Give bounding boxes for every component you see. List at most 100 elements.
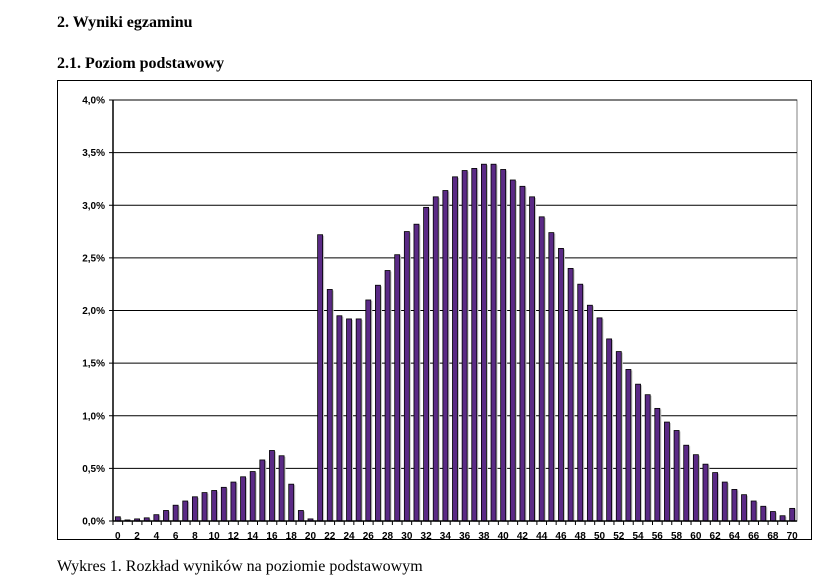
x-tick-label: 26 — [363, 531, 375, 540]
x-tick-label: 34 — [440, 531, 452, 540]
x-tick-label: 50 — [594, 531, 606, 540]
bar — [760, 505, 767, 522]
bar — [288, 483, 295, 522]
y-tick-label: 3,5% — [82, 148, 105, 159]
bar — [712, 472, 719, 522]
bar — [394, 254, 401, 522]
bar — [461, 170, 468, 522]
x-tick-label: 58 — [671, 531, 683, 540]
bar — [153, 514, 160, 522]
bar — [596, 317, 603, 522]
bar — [172, 504, 179, 522]
x-tick-label: 28 — [382, 531, 394, 540]
bar — [297, 510, 304, 522]
bar — [500, 169, 507, 522]
bar — [567, 267, 574, 522]
x-tick-label: 40 — [498, 531, 510, 540]
x-tick-label: 24 — [343, 531, 355, 540]
bar — [625, 369, 632, 522]
x-tick-label: 52 — [613, 531, 625, 540]
chart-caption: Wykres 1. Rozkład wyników na poziomie po… — [57, 558, 423, 575]
x-tick-label: 68 — [767, 531, 779, 540]
x-tick-label: 20 — [305, 531, 317, 540]
x-tick-label: 6 — [173, 531, 179, 540]
x-tick-label: 64 — [729, 531, 741, 540]
bar — [558, 248, 564, 522]
x-tick-label: 46 — [555, 531, 567, 540]
bar — [721, 481, 728, 522]
bar — [741, 494, 747, 522]
x-tick-label: 44 — [536, 531, 548, 540]
bar — [269, 450, 275, 522]
x-tick-label: 54 — [632, 531, 644, 540]
x-tick-label: 12 — [228, 531, 240, 540]
bar — [201, 492, 208, 522]
bar — [423, 206, 429, 522]
bar — [442, 190, 449, 522]
bar — [317, 234, 324, 522]
x-tick-label: 0 — [115, 531, 121, 540]
section-title: 2. Wyniki egzaminu — [57, 14, 193, 31]
bar — [326, 289, 333, 522]
bar — [538, 216, 545, 522]
bar — [375, 284, 381, 522]
bar — [702, 463, 709, 522]
bar — [346, 318, 352, 522]
bar — [577, 283, 584, 522]
x-tick-label: 70 — [787, 531, 799, 540]
bar — [432, 196, 439, 522]
bar — [586, 304, 593, 522]
x-tick-label: 30 — [401, 531, 413, 540]
y-tick-label: 1,0% — [82, 411, 105, 422]
bar — [336, 315, 343, 522]
subsection-title: 2.1. Poziom podstawowy — [57, 55, 225, 72]
x-tick-label: 4 — [154, 531, 160, 540]
bar — [635, 383, 641, 522]
bar — [789, 507, 796, 522]
bar — [278, 455, 285, 522]
x-tick-label: 14 — [247, 531, 259, 540]
x-tick-label: 56 — [652, 531, 664, 540]
x-tick-label: 10 — [209, 531, 221, 540]
x-tick-label: 22 — [324, 531, 336, 540]
bar — [384, 270, 391, 522]
bar — [606, 338, 613, 522]
x-tick-label: 62 — [710, 531, 722, 540]
bar — [731, 489, 738, 522]
bar — [230, 481, 237, 522]
bar — [779, 515, 786, 522]
bar — [519, 185, 526, 522]
bar — [750, 500, 757, 522]
bar — [452, 176, 458, 522]
bar — [355, 318, 362, 522]
x-tick-label: 2 — [134, 531, 140, 540]
bar — [683, 444, 690, 522]
bar — [509, 179, 516, 522]
x-tick-label: 38 — [478, 531, 490, 540]
bar — [664, 421, 670, 522]
y-tick-label: 3,0% — [82, 201, 105, 212]
bar — [615, 351, 622, 522]
bar — [220, 486, 227, 522]
bar — [259, 459, 266, 522]
x-tick-label: 36 — [459, 531, 471, 540]
bar — [240, 476, 246, 522]
x-tick-label: 60 — [690, 531, 702, 540]
bar — [529, 196, 535, 522]
x-tick-label: 8 — [192, 531, 198, 540]
y-tick-label: 1,5% — [82, 359, 105, 370]
x-tick-label: 18 — [286, 531, 298, 540]
x-tick-label: 42 — [517, 531, 529, 540]
bar — [490, 163, 497, 522]
bar — [182, 500, 189, 522]
bar — [211, 490, 218, 522]
bar — [163, 510, 169, 522]
y-tick-label: 4,0% — [82, 96, 105, 107]
y-tick-label: 0,5% — [82, 464, 105, 475]
x-tick-label: 48 — [575, 531, 587, 540]
score-distribution-chart: 0,0%0,5%1,0%1,5%2,0%2,5%3,0%3,5%4,0%0 2 4 6… — [82, 96, 799, 541]
bar — [403, 231, 410, 522]
chart-frame — [57, 80, 812, 540]
bar — [365, 299, 372, 522]
x-tick-label: 16 — [266, 531, 278, 540]
